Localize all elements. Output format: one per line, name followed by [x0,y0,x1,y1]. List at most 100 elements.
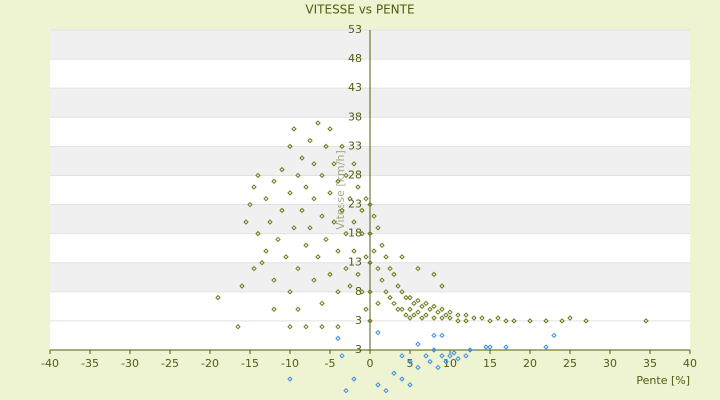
data-point [303,324,309,330]
x-tick-label: -15 [241,357,259,370]
data-point [367,201,373,208]
y-tick-label: 28 [348,168,362,181]
data-point [283,254,289,260]
data-point [279,207,285,214]
x-tick-label: 15 [483,357,497,370]
data-point [351,161,357,167]
data-point [447,353,453,359]
data-point [335,248,341,254]
data-point [415,265,421,272]
x-tick-label: 35 [643,357,657,370]
y-tick-label: 8 [355,285,362,298]
data-point [483,344,489,350]
data-point [327,190,333,196]
data-point [267,219,273,225]
data-point [255,172,261,179]
data-point [367,318,373,324]
y-axis-title: Vitesse [km/h] [334,150,347,230]
data-point [311,277,317,283]
data-point [291,225,297,231]
x-tick-label: -25 [161,357,179,370]
y-tick-label: 33 [348,139,362,152]
data-point [467,347,473,353]
data-point [315,120,321,126]
data-point [287,376,293,382]
data-point [455,318,461,324]
data-point [339,353,345,359]
chart-title: VITESSE vs PENTE [305,3,414,17]
data-point [455,312,461,318]
data-point [451,350,457,356]
data-point [379,242,385,248]
data-point [331,219,337,225]
data-point [395,306,401,312]
data-point [435,309,441,315]
data-point [339,207,345,214]
data-point [383,254,389,260]
data-point [463,312,469,318]
data-point [527,318,533,324]
data-point [295,265,301,272]
data-point [375,382,381,388]
data-point [363,254,369,260]
data-point [375,225,381,231]
data-point [323,236,329,243]
data-point [363,196,369,202]
data-point [291,126,297,132]
data-point [235,324,241,330]
data-point [243,219,249,225]
data-point [271,178,277,184]
data-point [367,289,373,295]
x-tick-label: -20 [201,357,219,370]
data-point [303,184,309,190]
data-point [411,312,417,318]
data-point [303,242,309,248]
data-point [379,277,385,283]
y-tick-label: 38 [348,110,362,123]
data-point [343,230,349,237]
data-point [439,315,445,321]
data-point [375,329,381,336]
data-point [511,318,517,324]
x-tick-label: 25 [563,357,577,370]
data-point [415,297,421,304]
data-point [355,271,361,278]
data-point [371,248,377,254]
data-point [335,289,341,295]
data-point [363,306,369,312]
data-point [407,382,413,388]
x-tick-label: 40 [683,357,697,370]
data-point [503,344,509,350]
data-point [487,344,493,350]
x-tick-label: -5 [325,357,336,370]
x-tick-label: -10 [281,357,299,370]
data-point [543,344,549,350]
data-point [347,196,353,202]
data-point [359,230,365,237]
x-tick-label: 20 [523,357,537,370]
data-point [471,315,477,321]
data-point [403,294,409,301]
data-point [371,213,377,219]
data-point [411,300,417,307]
data-point [307,137,313,144]
data-point [399,289,405,295]
data-point [387,294,393,301]
data-point [335,335,341,342]
data-point [251,265,257,272]
data-point [407,306,413,312]
data-point [543,318,549,324]
data-point [407,358,413,365]
y-tick-label: 43 [348,81,362,94]
x-tick-label: 0 [367,357,374,370]
data-point [295,306,301,312]
data-point [215,294,221,301]
y-tick-label: 18 [348,227,362,240]
data-point [387,265,393,272]
x-tick-label: -35 [81,357,99,370]
data-point [391,271,397,278]
y-tick-label: 48 [348,52,362,65]
data-point [239,283,245,289]
data-point [391,370,397,376]
